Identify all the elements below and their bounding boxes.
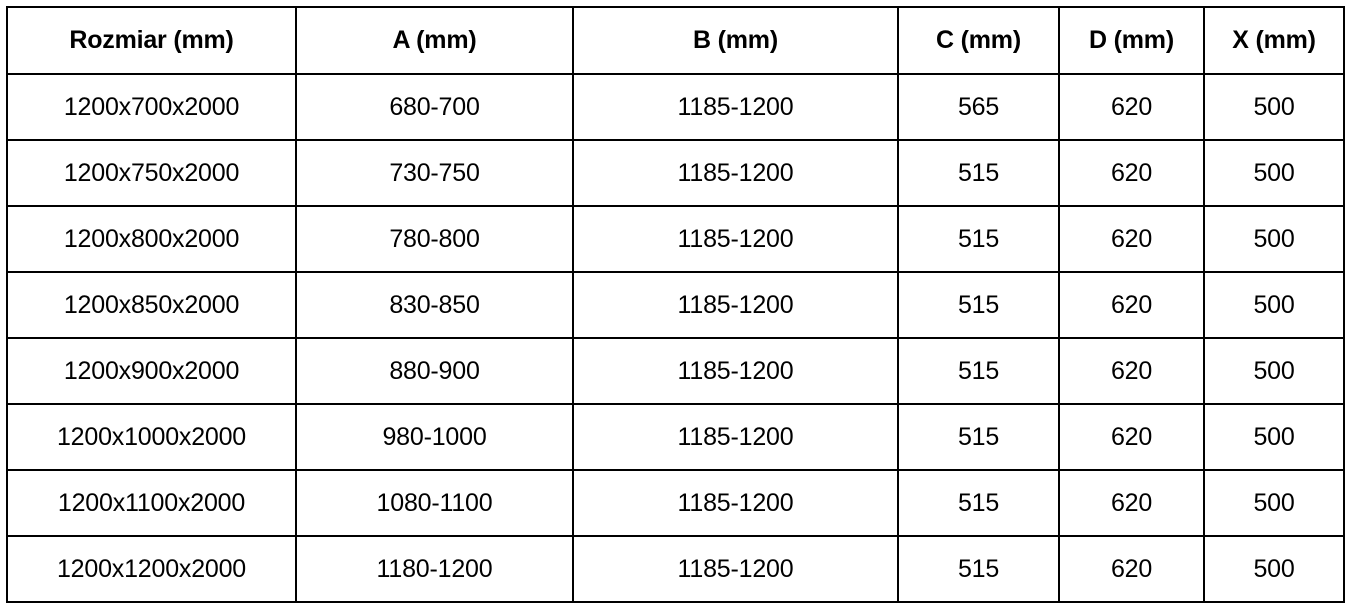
cell-c: 515 [897, 337, 1060, 405]
cell-c: 515 [897, 139, 1060, 207]
cell-d: 620 [1058, 73, 1205, 141]
cell-d: 620 [1058, 139, 1205, 207]
cell-d: 620 [1058, 535, 1205, 603]
table-row: 1200x800x2000 780-800 1185-1200 515 620 … [6, 205, 1345, 273]
cell-c: 515 [897, 535, 1060, 603]
cell-c: 515 [897, 271, 1060, 339]
cell-c: 565 [897, 73, 1060, 141]
cell-size: 1200x1000x2000 [6, 403, 297, 471]
cell-x: 500 [1203, 205, 1345, 273]
cell-a: 1080-1100 [295, 469, 574, 537]
cell-d: 620 [1058, 205, 1205, 273]
table-row: 1200x1100x2000 1080-1100 1185-1200 515 6… [6, 469, 1345, 537]
cell-b: 1185-1200 [572, 337, 899, 405]
cell-x: 500 [1203, 337, 1345, 405]
cell-b: 1185-1200 [572, 469, 899, 537]
table-body: 1200x700x2000 680-700 1185-1200 565 620 … [6, 73, 1345, 603]
cell-b: 1185-1200 [572, 73, 899, 141]
cell-b: 1185-1200 [572, 535, 899, 603]
cell-a: 830-850 [295, 271, 574, 339]
table-row: 1200x750x2000 730-750 1185-1200 515 620 … [6, 139, 1345, 207]
table-row: 1200x700x2000 680-700 1185-1200 565 620 … [6, 73, 1345, 141]
column-header-b: B (mm) [572, 6, 899, 75]
table-row: 1200x1000x2000 980-1000 1185-1200 515 62… [6, 403, 1345, 471]
table-row: 1200x850x2000 830-850 1185-1200 515 620 … [6, 271, 1345, 339]
column-header-size: Rozmiar (mm) [6, 6, 297, 75]
column-header-x: X (mm) [1203, 6, 1345, 75]
cell-b: 1185-1200 [572, 403, 899, 471]
cell-d: 620 [1058, 271, 1205, 339]
cell-d: 620 [1058, 337, 1205, 405]
cell-x: 500 [1203, 535, 1345, 603]
cell-x: 500 [1203, 469, 1345, 537]
table-header: Rozmiar (mm) A (mm) B (mm) C (mm) D (mm)… [6, 6, 1345, 75]
cell-x: 500 [1203, 73, 1345, 141]
cell-size: 1200x700x2000 [6, 73, 297, 141]
cell-a: 1180-1200 [295, 535, 574, 603]
cell-a: 980-1000 [295, 403, 574, 471]
cell-size: 1200x1100x2000 [6, 469, 297, 537]
table-row: 1200x1200x2000 1180-1200 1185-1200 515 6… [6, 535, 1345, 603]
specification-table: Rozmiar (mm) A (mm) B (mm) C (mm) D (mm)… [6, 6, 1345, 603]
cell-a: 780-800 [295, 205, 574, 273]
cell-a: 680-700 [295, 73, 574, 141]
column-header-d: D (mm) [1058, 6, 1205, 75]
cell-d: 620 [1058, 403, 1205, 471]
cell-c: 515 [897, 403, 1060, 471]
cell-c: 515 [897, 205, 1060, 273]
specification-table-container: Rozmiar (mm) A (mm) B (mm) C (mm) D (mm)… [6, 6, 1345, 603]
cell-b: 1185-1200 [572, 271, 899, 339]
cell-size: 1200x750x2000 [6, 139, 297, 207]
cell-x: 500 [1203, 403, 1345, 471]
cell-b: 1185-1200 [572, 139, 899, 207]
cell-size: 1200x850x2000 [6, 271, 297, 339]
cell-a: 730-750 [295, 139, 574, 207]
cell-size: 1200x800x2000 [6, 205, 297, 273]
cell-d: 620 [1058, 469, 1205, 537]
table-row: 1200x900x2000 880-900 1185-1200 515 620 … [6, 337, 1345, 405]
cell-c: 515 [897, 469, 1060, 537]
column-header-c: C (mm) [897, 6, 1060, 75]
table-header-row: Rozmiar (mm) A (mm) B (mm) C (mm) D (mm)… [6, 6, 1345, 75]
cell-size: 1200x1200x2000 [6, 535, 297, 603]
cell-a: 880-900 [295, 337, 574, 405]
column-header-a: A (mm) [295, 6, 574, 75]
cell-x: 500 [1203, 271, 1345, 339]
cell-b: 1185-1200 [572, 205, 899, 273]
cell-size: 1200x900x2000 [6, 337, 297, 405]
cell-x: 500 [1203, 139, 1345, 207]
